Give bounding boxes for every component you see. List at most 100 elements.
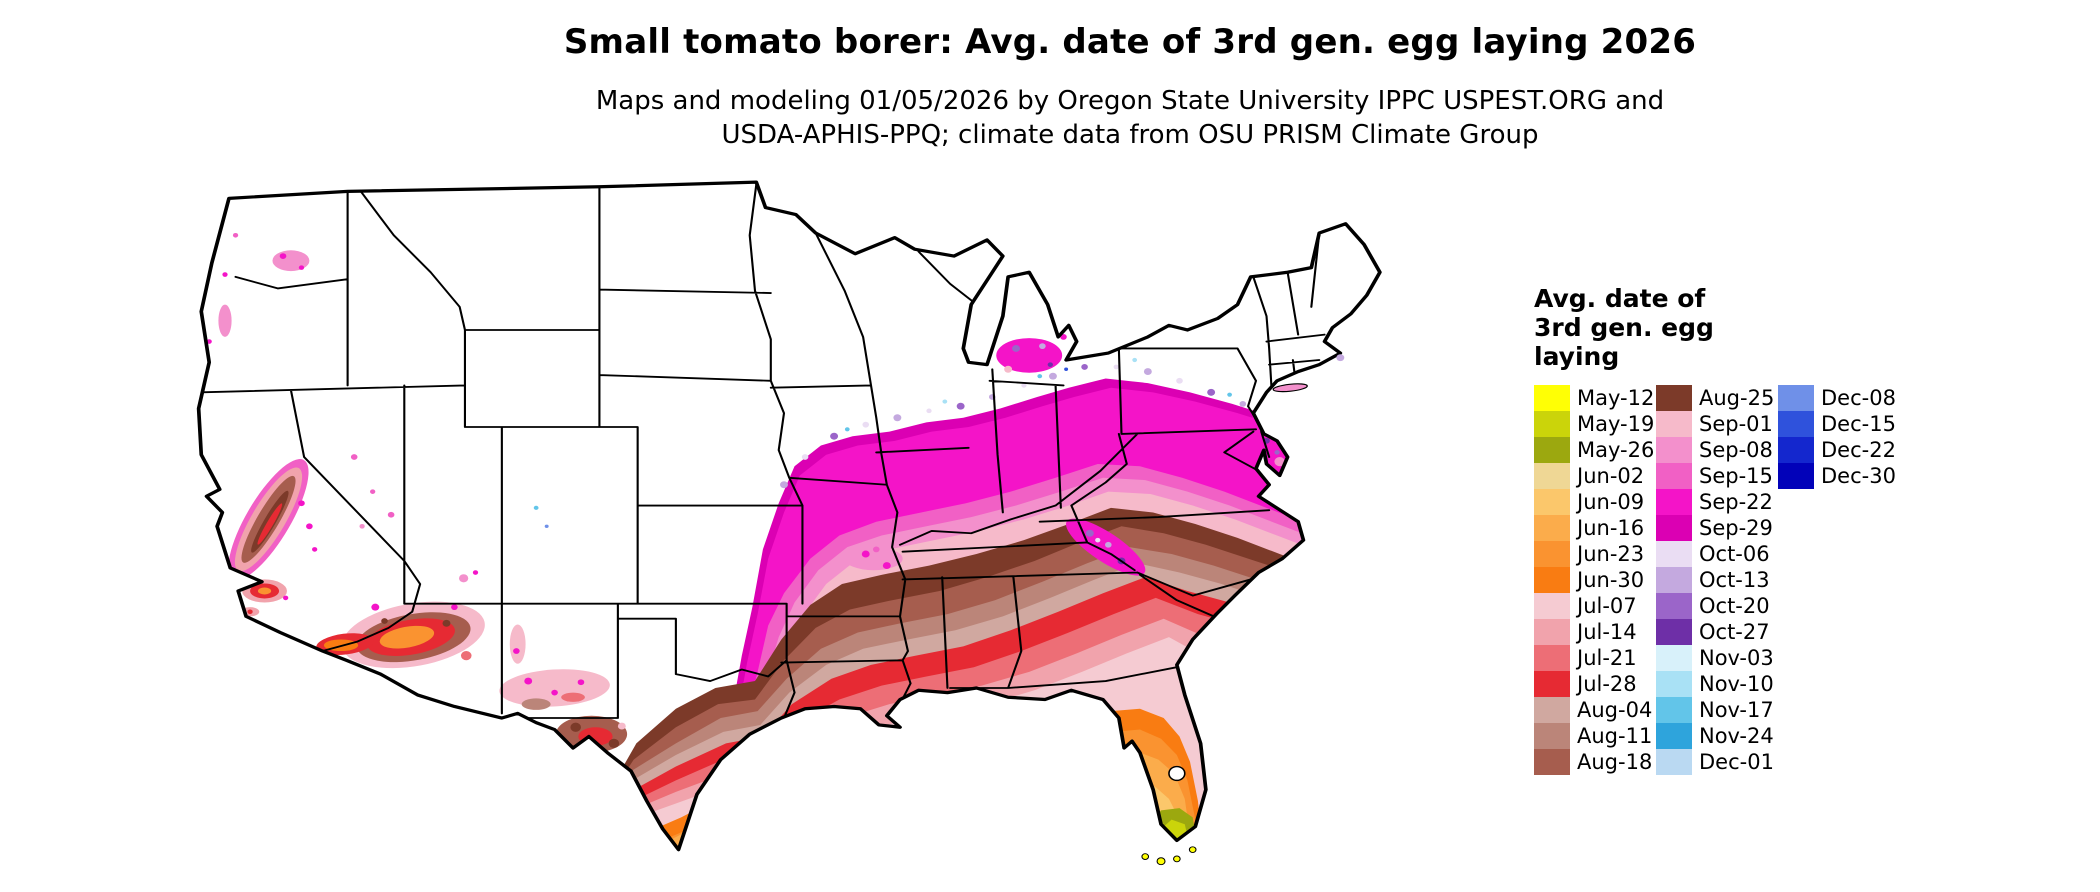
legend-swatch-jun16 [1534,515,1570,541]
legend-item: Sep-29 [1656,515,1778,541]
band-jun09 [631,780,1188,850]
legend-item: Jun-02 [1534,463,1656,489]
subtitle-line-2: USDA-APHIS-PPQ; climate data from OSU PR… [721,120,1539,150]
legend-swatch-nov10 [1656,671,1692,697]
legend-label: Oct-20 [1699,594,1770,618]
legend-item: Aug-11 [1534,723,1656,749]
legend-column: Dec-08 Dec-15 Dec-22 Dec-30 [1778,385,1900,489]
legend-item: Nov-10 [1656,671,1778,697]
legend-item: Sep-15 [1656,463,1778,489]
legend-item: Aug-18 [1534,749,1656,775]
legend-label: Oct-06 [1699,542,1770,566]
legend-swatch-dec01 [1656,749,1692,775]
page-title: Small tomato borer: Avg. date of 3rd gen… [563,22,1697,62]
legend-item: Oct-06 [1656,541,1778,567]
legend-label: Oct-13 [1699,568,1770,592]
ozarks-patch [844,546,903,571]
legend-label: Sep-22 [1699,490,1773,514]
lake-okeechobee [1168,765,1186,782]
legend-swatch-aug04 [1534,697,1570,723]
legend-label: Nov-17 [1699,698,1774,722]
legend-label: Oct-27 [1699,620,1770,644]
legend-label: Dec-01 [1699,750,1774,774]
state-borders [200,183,1326,719]
legend-label: Aug-18 [1577,750,1653,774]
legend-item: Oct-27 [1656,619,1778,645]
legend-label: Nov-10 [1699,672,1774,696]
florida-keys [1141,846,1197,866]
legend-swatch-nov03 [1656,645,1692,671]
new-mexico-patch [499,624,610,710]
michigan-patch [996,334,1067,373]
legend-item: Jul-07 [1534,593,1656,619]
legend-item: Dec-15 [1778,411,1900,437]
legend-item: Dec-01 [1656,749,1778,775]
legend-swatch-nov24 [1656,723,1692,749]
legend-label: Dec-22 [1821,438,1896,462]
legend-swatch-jun30 [1534,567,1570,593]
legend-label: Aug-04 [1577,698,1653,722]
legend-item: Oct-13 [1656,567,1778,593]
legend-swatch-dec15 [1778,411,1814,437]
page-subtitle: Maps and modeling 01/05/2026 by Oregon S… [380,84,1880,152]
legend-item: Jul-21 [1534,645,1656,671]
legend-item: Jul-14 [1534,619,1656,645]
california-central-valley [228,459,318,580]
legend-item: Nov-03 [1656,645,1778,671]
legend-swatch-jul21 [1534,645,1570,671]
legend-label: Aug-11 [1577,724,1653,748]
us-outline [196,180,1382,852]
legend-label: Dec-30 [1821,464,1896,488]
legend-swatch-aug25 [1656,385,1692,411]
legend-item: Nov-17 [1656,697,1778,723]
legend-item: May-26 [1534,437,1656,463]
band-jun02 [641,810,1177,850]
legend-swatch-sep15 [1656,463,1692,489]
legend-label: Sep-15 [1699,464,1773,488]
legend-label: Jun-30 [1577,568,1645,592]
legend-item: Jun-16 [1534,515,1656,541]
legend-label: Dec-08 [1821,386,1896,410]
subtitle-line-1: Maps and modeling 01/05/2026 by Oregon S… [595,86,1665,116]
legend-swatch-may12 [1534,385,1570,411]
legend-label: Jun-09 [1577,490,1645,514]
legend-label: Nov-24 [1699,724,1774,748]
legend-label: Jul-21 [1577,646,1637,670]
legend-swatch-nov17 [1656,697,1692,723]
legend-label: May-26 [1577,438,1655,462]
big-bend-patch [555,715,628,753]
legend-item: May-12 [1534,385,1656,411]
legend-column: May-12 May-19 May-26 Jun-02 Jun-09 Jun-16 Jun-… [1534,385,1656,775]
legend-swatch-sep08 [1656,437,1692,463]
legend-item: Jun-23 [1534,541,1656,567]
legend-label: May-12 [1577,386,1655,410]
legend-label: Jun-02 [1577,464,1645,488]
legend-title: Avg. date of 3rd gen. egg laying [1534,284,1900,371]
legend-swatch-dec30 [1778,463,1814,489]
legend-swatch-may19 [1534,411,1570,437]
legend-item: May-19 [1534,411,1656,437]
legend-swatch-aug18 [1534,749,1570,775]
legend-swatch-jul28 [1534,671,1570,697]
us-choropleth-map [196,180,1382,866]
pacific-northwest-specks [203,220,310,365]
legend-label: Aug-25 [1699,386,1775,410]
legend-swatch-jun02 [1534,463,1570,489]
legend-label: Jul-14 [1577,620,1637,644]
legend-item: Sep-22 [1656,489,1778,515]
legend-item: Dec-08 [1778,385,1900,411]
legend-swatch-oct20 [1656,593,1692,619]
legend-item: Dec-30 [1778,463,1900,489]
legend-title-line-3: laying [1534,342,1620,371]
legend-label: Jun-23 [1577,542,1645,566]
long-island [1272,383,1308,393]
legend-swatch-oct27 [1656,619,1692,645]
legend-item: Sep-01 [1656,411,1778,437]
legend-swatch-jul07 [1534,593,1570,619]
legend-title-line-2: 3rd gen. egg [1534,313,1714,342]
legend-swatch-jul14 [1534,619,1570,645]
legend-label: Jul-07 [1577,594,1637,618]
legend-item: Dec-22 [1778,437,1900,463]
legend-swatch-jun23 [1534,541,1570,567]
cape-cod-speck [1336,354,1345,362]
